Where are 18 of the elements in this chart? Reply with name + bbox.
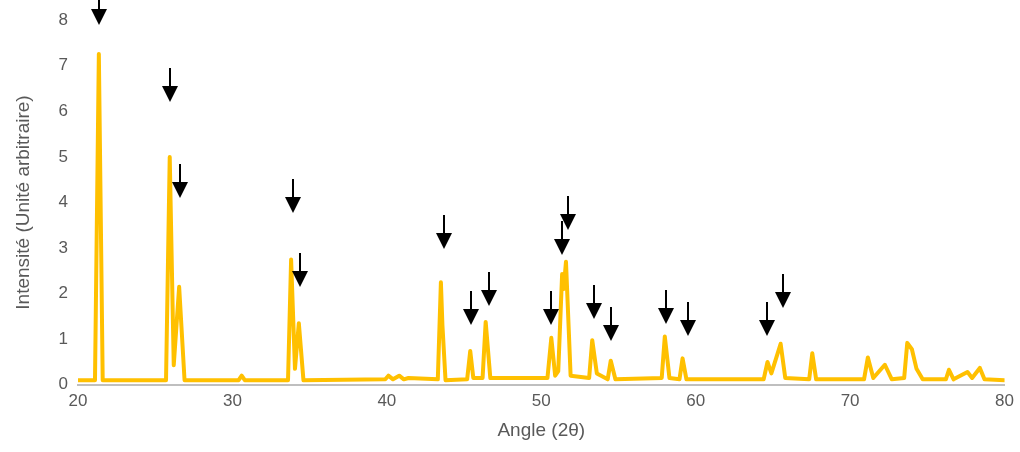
y-tick-label: 1 — [58, 328, 68, 348]
y-tick-label: 8 — [58, 9, 68, 29]
y-tick-label: 0 — [58, 374, 68, 394]
x-tick-label: 40 — [377, 390, 397, 410]
x-tick-label: 20 — [68, 390, 88, 410]
x-tick-label: 50 — [531, 390, 551, 410]
y-tick-label: 7 — [58, 55, 68, 75]
y-tick-label: 5 — [58, 146, 68, 166]
y-tick-label: 2 — [58, 283, 68, 303]
x-tick-label: 70 — [840, 390, 860, 410]
y-tick-label: 6 — [58, 101, 68, 121]
y-tick-label: 4 — [58, 192, 68, 212]
x-tick-label: 60 — [686, 390, 706, 410]
y-tick-label: 3 — [58, 237, 68, 257]
x-tick-label: 30 — [222, 390, 242, 410]
y-axis-title: Intensité (Unité arbitraire) — [11, 95, 33, 310]
x-tick-label: 80 — [995, 390, 1015, 410]
x-axis-title: Angle (2θ) — [497, 418, 586, 440]
